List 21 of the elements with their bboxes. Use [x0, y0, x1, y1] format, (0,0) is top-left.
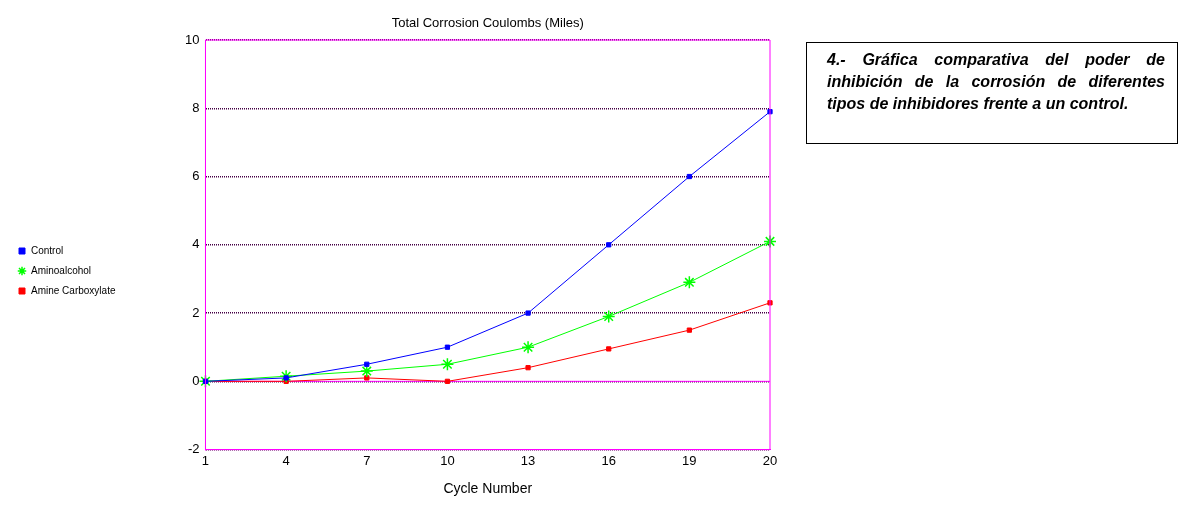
x-tick-label: 13 — [520, 452, 536, 468]
y-tick-label: 6 — [192, 168, 200, 184]
chart-title: Total Corrosion Coulombs (Miles) — [391, 15, 584, 31]
x-axis-title: Cycle Number — [443, 480, 533, 497]
x-tick-label: 1 — [201, 452, 210, 468]
y-tick-label: -2 — [187, 441, 200, 457]
x-tick-label: 10 — [440, 452, 455, 468]
x-tick-label: 7 — [363, 452, 371, 468]
y-tick-label: 0 — [192, 372, 200, 388]
y-tick-label: 4 — [192, 236, 200, 252]
legend-label: Control — [31, 244, 64, 256]
legend-label: Aminoalcohol — [31, 264, 92, 276]
y-tick-label: 8 — [192, 99, 200, 115]
x-tick-label: 19 — [682, 452, 697, 468]
y-tick-label: 10 — [185, 31, 200, 47]
x-tick-label: 16 — [601, 452, 616, 468]
x-tick-label: 20 — [762, 452, 778, 468]
x-tick-label: 4 — [282, 452, 290, 468]
legend-label: Amine Carboxylate — [31, 284, 116, 296]
y-tick-label: 2 — [192, 304, 200, 320]
text: 4.- Gráfica comparativa del poder de inhibición de la corrosión de diferentes tipos de inhibidores frente a un control. — [806, 42, 1178, 144]
